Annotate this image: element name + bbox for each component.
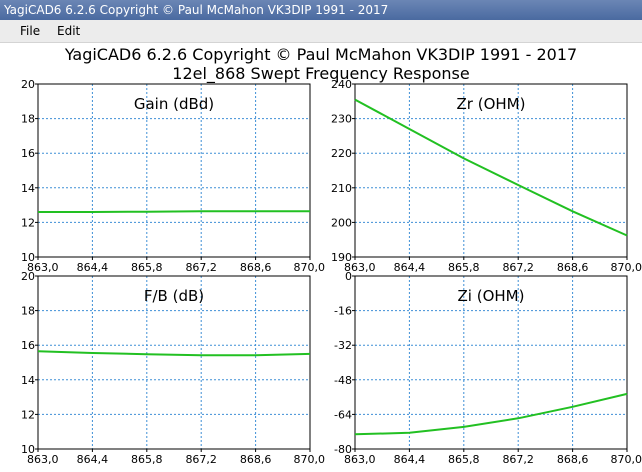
x-tick-label: 863,0 bbox=[344, 453, 376, 466]
y-tick-label: 240 bbox=[331, 78, 352, 91]
x-tick-label: 863,0 bbox=[27, 453, 59, 466]
plot-frame bbox=[37, 275, 311, 450]
x-tick-label: 868,6 bbox=[240, 453, 272, 466]
y-tick-label: 10 bbox=[21, 443, 35, 456]
y-tick-label: -48 bbox=[334, 374, 352, 387]
series-line bbox=[354, 392, 628, 436]
y-tick-label: 18 bbox=[21, 113, 35, 126]
plot-frame bbox=[354, 83, 628, 258]
x-tick-label: 868,6 bbox=[240, 261, 272, 274]
y-tick-label: -64 bbox=[334, 408, 352, 421]
title-bar: YagiCAD6 6.2.6 Copyright © Paul McMahon … bbox=[0, 0, 642, 20]
chart-fb: 863,0 864,4 865,8 867,2 868,6 870,0 10 12 14 16 18… bbox=[21, 270, 325, 466]
y-tick-label: 220 bbox=[331, 147, 352, 160]
chart-zr: 863,0 864,4 865,8 867,2 868,6 870,0 190 200 210 2… bbox=[331, 78, 642, 274]
x-tick-label: 870,0 bbox=[611, 453, 642, 466]
y-tick-label: 210 bbox=[331, 182, 352, 195]
y-tick-label: 20 bbox=[21, 270, 35, 283]
chart-title: Gain (dBd) bbox=[134, 95, 214, 113]
series-line bbox=[354, 98, 628, 237]
menu-file[interactable]: File bbox=[20, 24, 41, 38]
x-tick-label: 870,0 bbox=[294, 261, 326, 274]
menu-bar: File Edit bbox=[0, 20, 642, 43]
x-tick-label: 867,2 bbox=[502, 261, 534, 274]
y-tick-label: 230 bbox=[331, 113, 352, 126]
x-tick-label: 863,0 bbox=[344, 261, 376, 274]
menu-edit[interactable]: Edit bbox=[57, 24, 81, 38]
x-tick-label: 865,8 bbox=[131, 453, 163, 466]
x-tick-label: 870,0 bbox=[294, 453, 326, 466]
x-tick-label: 864,4 bbox=[77, 453, 109, 466]
chart-title: F/B (dB) bbox=[144, 287, 204, 305]
x-tick-label: 864,4 bbox=[77, 261, 109, 274]
x-tick-label: 865,8 bbox=[448, 261, 480, 274]
x-tick-label: 865,8 bbox=[131, 261, 163, 274]
y-tick-label: -80 bbox=[334, 443, 352, 456]
plot-frame bbox=[354, 275, 628, 450]
plot-frame bbox=[37, 83, 311, 258]
x-tick-label: 867,2 bbox=[502, 453, 534, 466]
y-tick-label: 12 bbox=[21, 216, 35, 229]
y-tick-label: 12 bbox=[21, 408, 35, 421]
y-tick-label: 14 bbox=[21, 374, 35, 387]
y-tick-label: 0 bbox=[345, 270, 352, 283]
x-tick-label: 870,0 bbox=[611, 261, 642, 274]
y-tick-label: 16 bbox=[21, 339, 35, 352]
y-tick-label: 10 bbox=[21, 251, 35, 264]
x-tick-label: 864,4 bbox=[394, 453, 426, 466]
y-tick-label: 190 bbox=[331, 251, 352, 264]
y-tick-label: 200 bbox=[331, 216, 352, 229]
plot-subheading: 12el_868 Swept Frequency Response bbox=[172, 64, 470, 83]
series-line bbox=[38, 210, 310, 213]
y-tick-label: -32 bbox=[334, 339, 352, 352]
plot-heading: YagiCAD6 6.2.6 Copyright © Paul McMahon … bbox=[64, 45, 578, 64]
series-line bbox=[37, 350, 311, 357]
x-tick-label: 868,6 bbox=[557, 261, 589, 274]
chart-title: Zi (OHM) bbox=[458, 287, 525, 305]
x-tick-label: 865,8 bbox=[448, 453, 480, 466]
y-tick-label: 20 bbox=[21, 78, 35, 91]
x-tick-label: 868,6 bbox=[557, 453, 589, 466]
x-tick-label: 864,4 bbox=[394, 261, 426, 274]
y-tick-label: 18 bbox=[21, 305, 35, 318]
x-tick-label: 867,2 bbox=[185, 453, 217, 466]
chart-gain: 863,0 864,4 865,8 867,2 868,6 870,0 10 12 14 16 18… bbox=[21, 78, 325, 274]
plot-window: YagiCAD6 6.2.6 Copyright © Paul McMahon … bbox=[0, 43, 642, 472]
charts-area: 863,0 864,4 865,8 867,2 868,6 870,0 10 12 14 16 18… bbox=[21, 78, 642, 466]
y-tick-label: 14 bbox=[21, 182, 35, 195]
y-tick-label: -16 bbox=[334, 305, 352, 318]
x-tick-label: 863,0 bbox=[27, 261, 59, 274]
chart-title: Zr (OHM) bbox=[457, 95, 526, 113]
chart-zi: 863,0 864,4 865,8 867,2 868,6 870,0 -80 -64 -48 -… bbox=[334, 270, 642, 466]
window-title: YagiCAD6 6.2.6 Copyright © Paul McMahon … bbox=[4, 3, 389, 17]
y-tick-label: 16 bbox=[21, 147, 35, 160]
x-tick-label: 867,2 bbox=[185, 261, 217, 274]
